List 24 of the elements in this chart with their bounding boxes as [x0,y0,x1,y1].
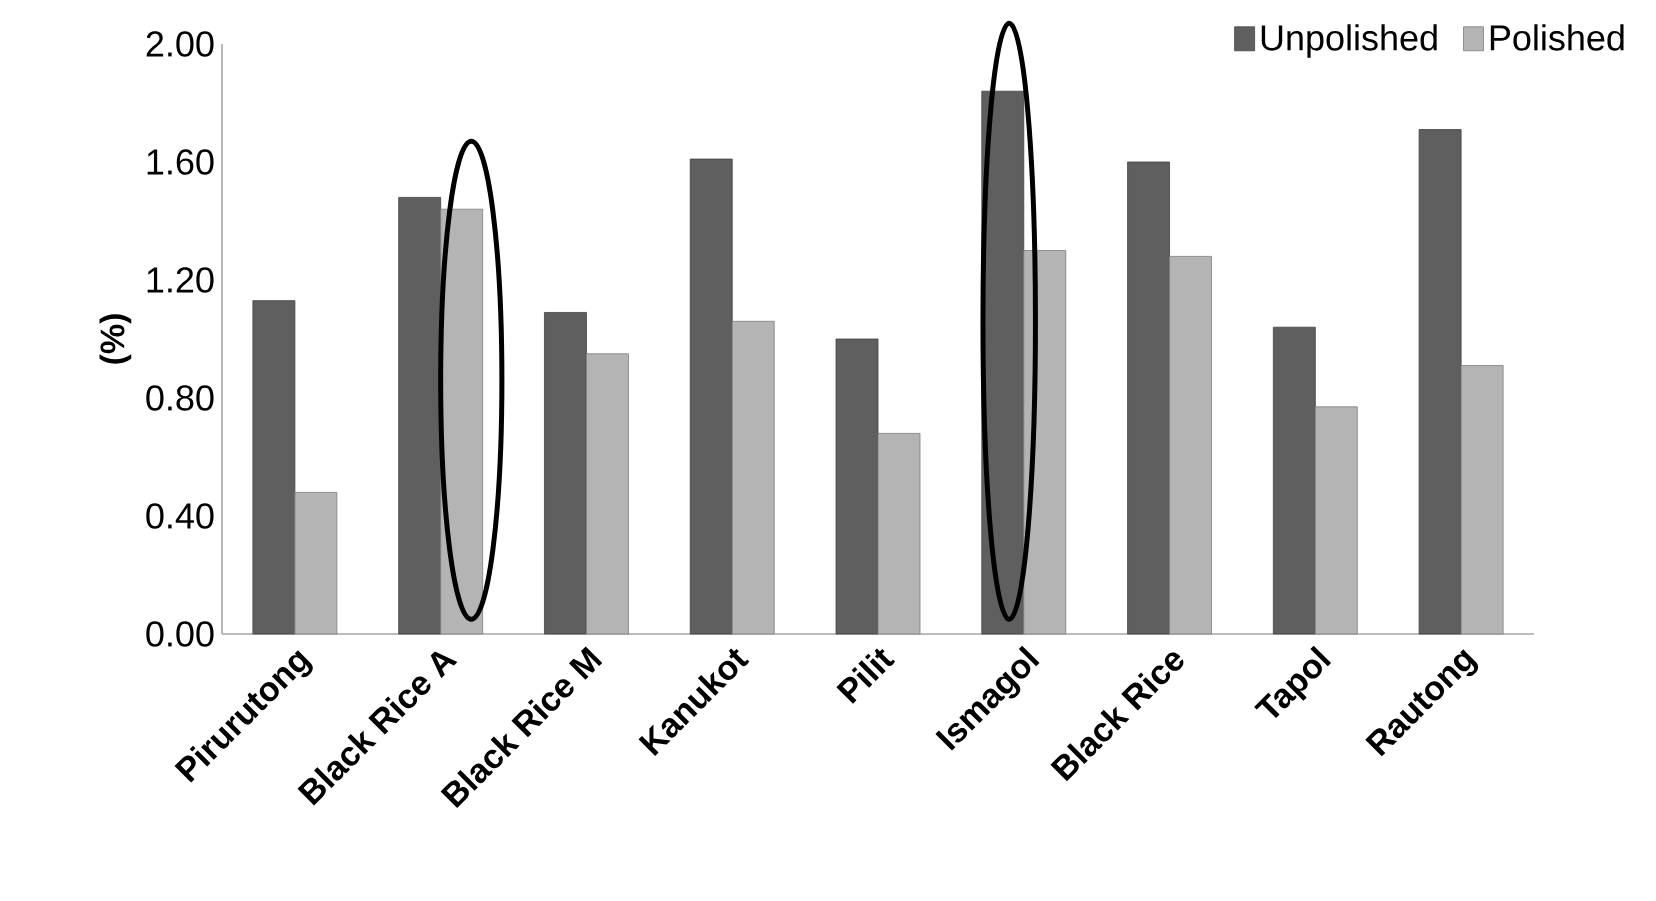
bar [731,320,775,635]
y-axis-title: (%) [99,314,132,364]
y-tick-label: 0.00 [146,621,214,647]
bar [1460,365,1504,635]
bar [689,158,733,635]
legend-label: Polished [1490,24,1624,51]
bar [586,353,629,635]
x-tick-label: Pilit [836,648,895,704]
y-tick-label: 2.00 [146,31,214,57]
bar [294,492,338,635]
bar [1169,255,1212,635]
bar [1127,161,1170,635]
bar [835,338,879,635]
bar [1314,406,1358,635]
bar [252,300,296,635]
bar [1418,129,1462,635]
y-tick-label: 1.20 [147,267,214,293]
y-tick-label: 1.60 [147,149,214,175]
y-tick-label: 0.80 [146,385,214,411]
bar [1272,326,1316,635]
y-tick-label: 0.40 [146,503,214,529]
bar [877,433,921,635]
legend-label: Unpolished [1261,24,1437,58]
bar [544,312,587,635]
